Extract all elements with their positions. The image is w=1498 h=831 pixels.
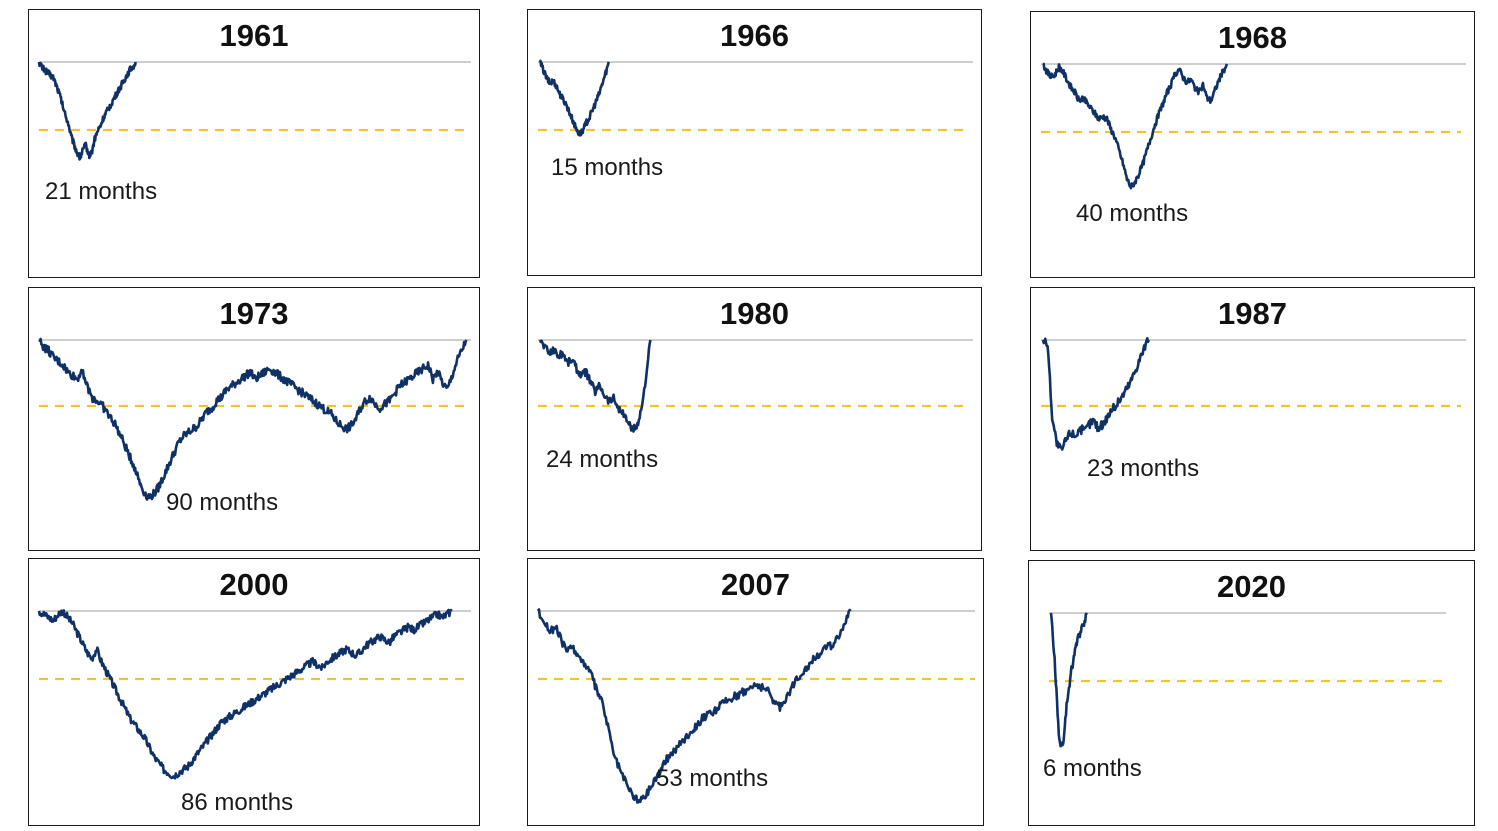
- chart-plot: [38, 337, 471, 501]
- chart-title: 2007: [721, 567, 790, 602]
- duration-label: 15 months: [551, 154, 664, 181]
- chart-panel: 2000 86 months: [28, 558, 480, 826]
- chart-panel: 1961 21 months: [28, 9, 480, 278]
- duration-label: 53 months: [656, 765, 769, 792]
- chart-panel: 2007 53 months: [527, 558, 984, 826]
- chart-plot: [1041, 337, 1466, 451]
- chart-title: 2020: [1217, 569, 1286, 604]
- chart-title: 1961: [219, 18, 289, 53]
- duration-label: 90 months: [166, 489, 279, 516]
- duration-label: 86 months: [181, 789, 294, 816]
- chart-plot: [37, 61, 471, 161]
- index-series-line: [37, 61, 137, 161]
- chart-plot: [1049, 612, 1449, 748]
- index-series-line: [538, 339, 652, 433]
- duration-label: 23 months: [1087, 455, 1200, 482]
- chart-title: 1973: [219, 296, 289, 331]
- index-series-line: [536, 608, 852, 804]
- chart-panel: 2020 6 months: [1028, 560, 1475, 826]
- chart-plot: [538, 59, 973, 137]
- chart-title: 1966: [720, 18, 789, 53]
- chart-plot: [1041, 62, 1466, 190]
- chart-title: 2000: [219, 567, 289, 602]
- duration-label: 6 months: [1043, 755, 1142, 782]
- duration-label: 24 months: [546, 446, 659, 473]
- index-series-line: [38, 337, 468, 501]
- chart-panel: 1966 15 months: [527, 9, 982, 276]
- duration-label: 40 months: [1076, 200, 1189, 227]
- chart-panel: 1968 40 months: [1030, 11, 1475, 278]
- chart-panel: 1980 24 months: [527, 287, 982, 551]
- index-series-line: [1042, 62, 1229, 190]
- index-series-line: [37, 608, 453, 780]
- index-series-line: [538, 59, 611, 137]
- chart-title: 1987: [1218, 296, 1287, 331]
- chart-plot: [37, 608, 471, 780]
- index-series-line: [1049, 612, 1089, 748]
- chart-plot: [538, 339, 973, 433]
- chart-title: 1980: [720, 296, 789, 331]
- chart-title: 1968: [1218, 20, 1287, 55]
- chart-panel: 1987 23 months: [1030, 287, 1475, 551]
- chart-plot: [536, 608, 975, 804]
- duration-label: 21 months: [45, 178, 158, 205]
- index-series-line: [1041, 337, 1150, 451]
- chart-panel: 1973 90 months: [28, 287, 480, 551]
